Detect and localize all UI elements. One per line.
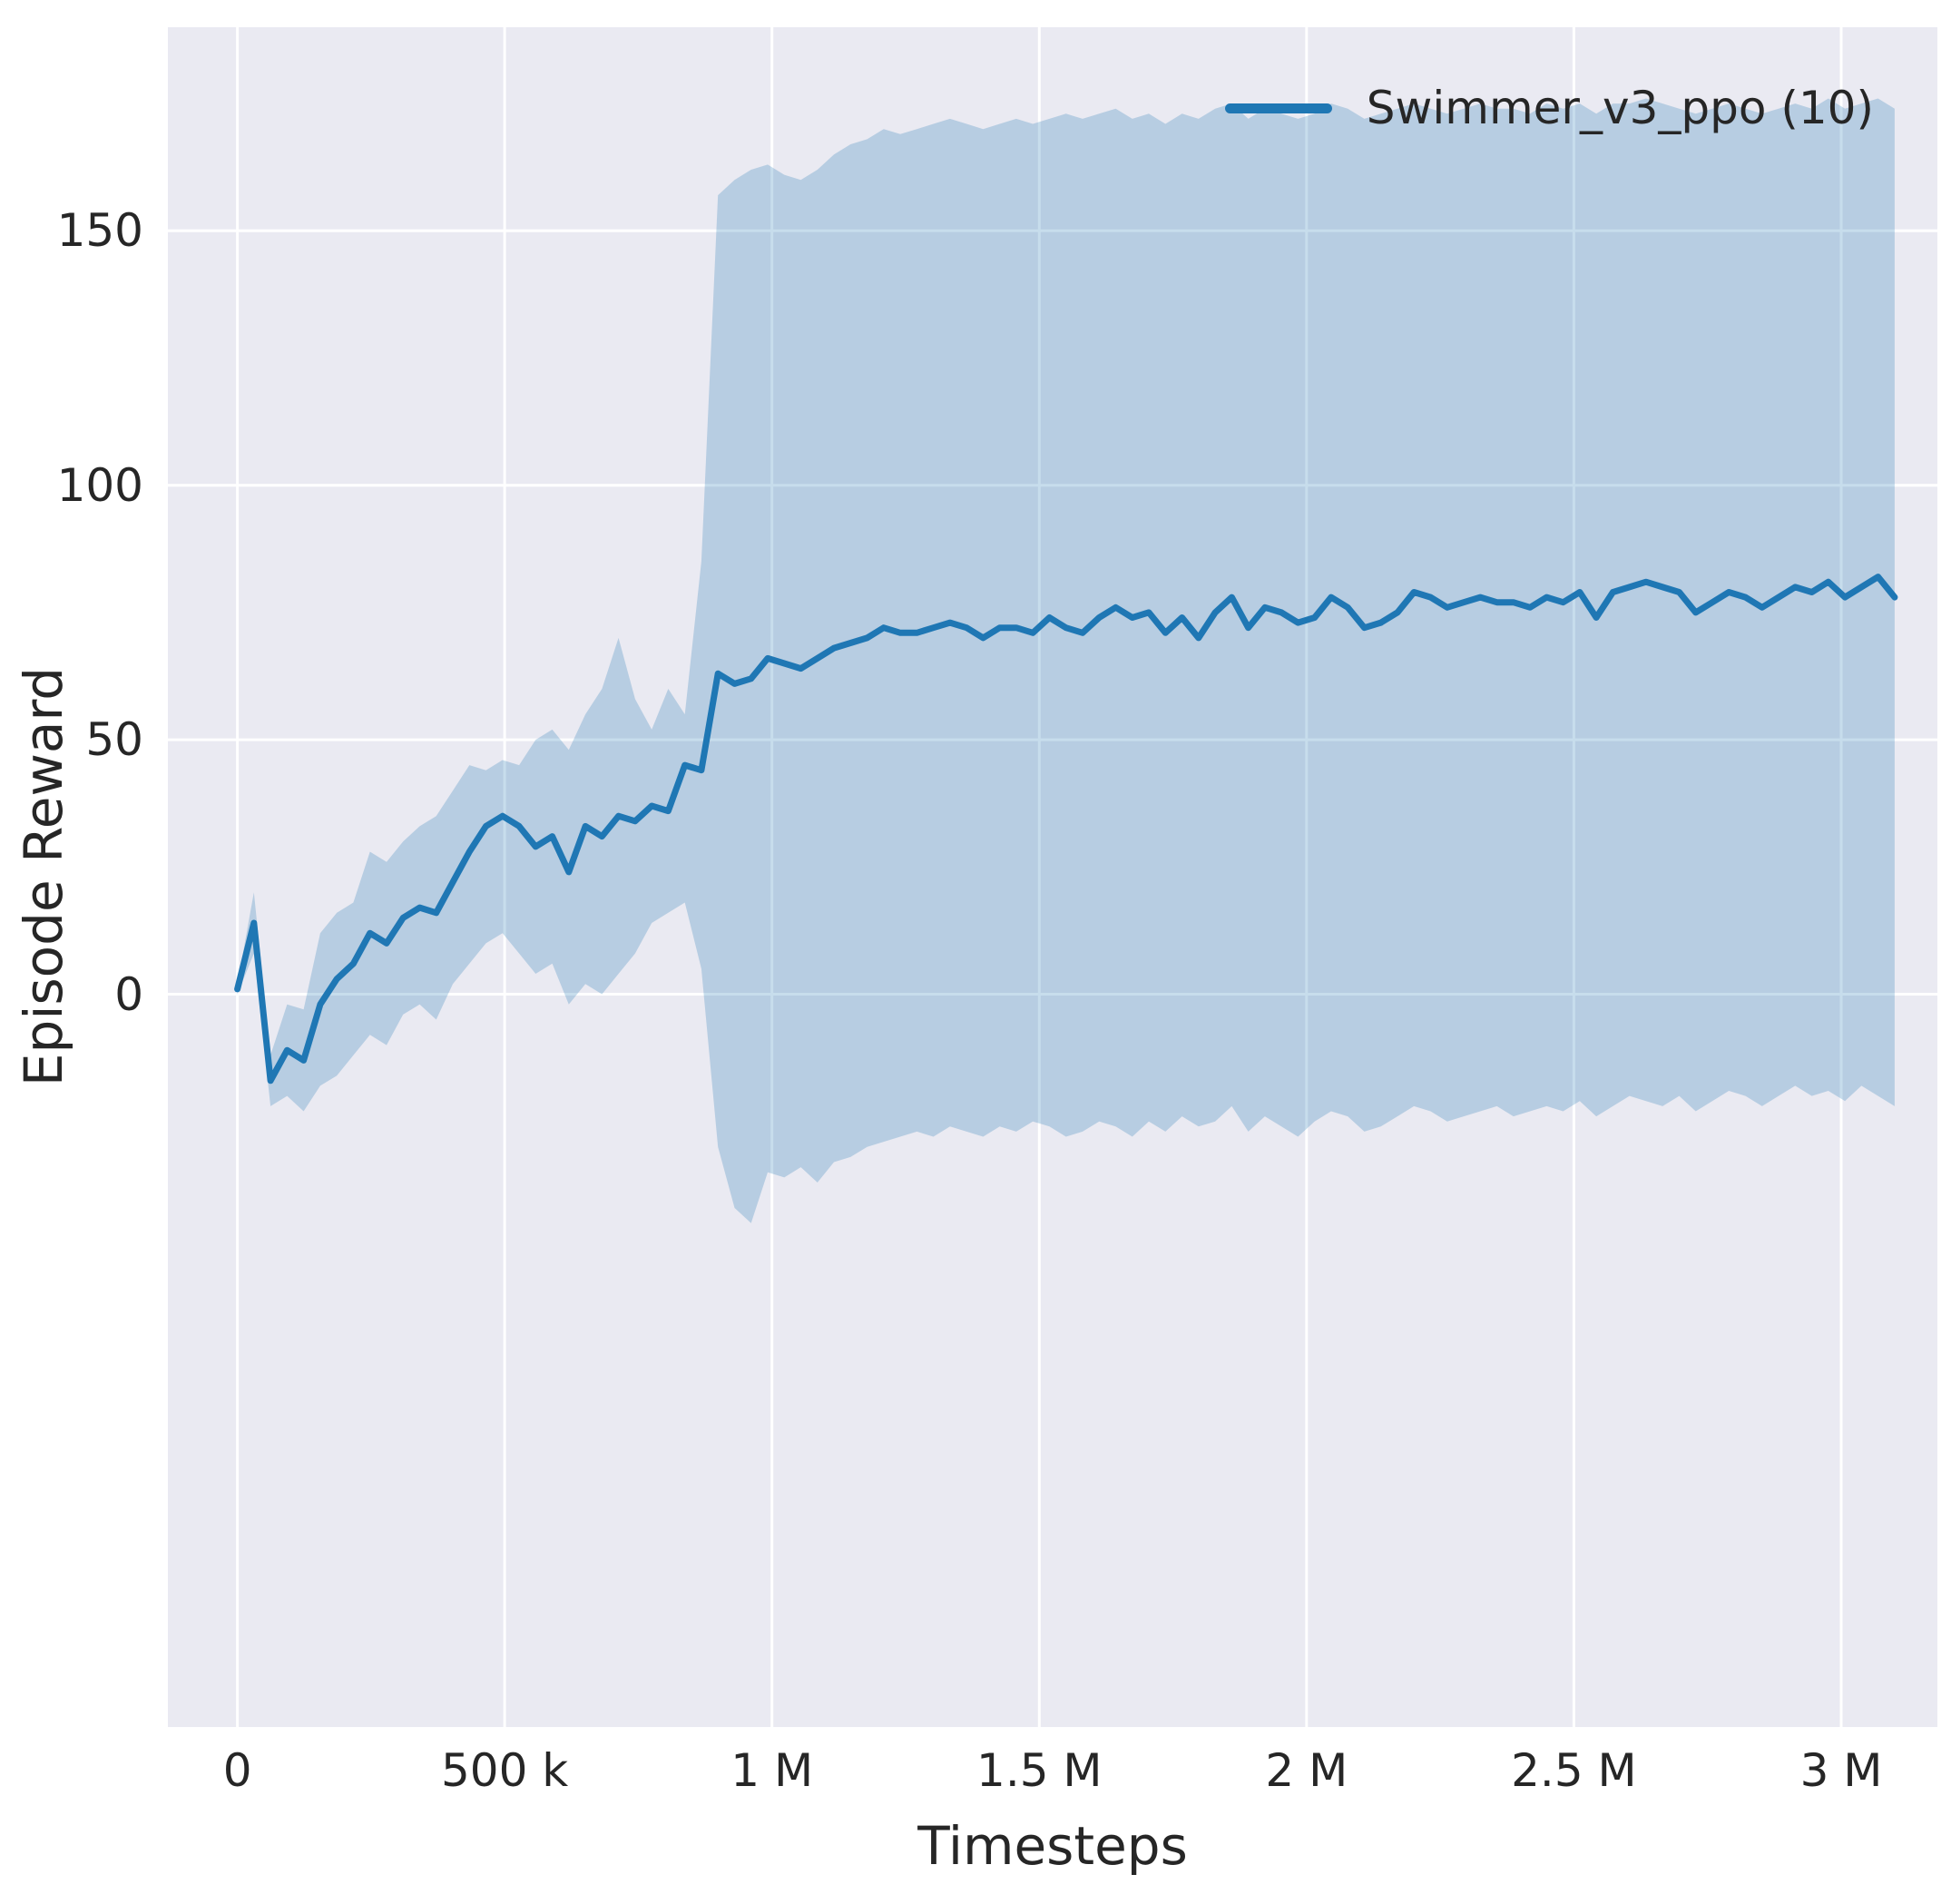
y-tick-label: 150 [56, 204, 143, 258]
y-tick-label: 0 [114, 967, 143, 1021]
mean-line [234, 574, 1898, 1084]
x-axis-label: Timesteps [917, 1815, 1188, 1877]
x-tick-label: 2 M [1265, 1744, 1348, 1797]
x-tick-label: 3 M [1799, 1744, 1883, 1797]
plot-area: Swimmer_v3_ppo (10) [168, 27, 1937, 1727]
x-tick-label: 1.5 M [976, 1744, 1103, 1797]
x-tick-label: 0 [222, 1744, 252, 1797]
legend-label: Swimmer_v3_ppo (10) [1366, 82, 1874, 134]
y-tick-label: 50 [85, 713, 143, 767]
x-tick-label: 2.5 M [1511, 1744, 1637, 1797]
y-axis-label: Episode Reward [13, 666, 74, 1087]
line-chart [168, 27, 1937, 1727]
legend-line-swatch [1224, 103, 1332, 113]
legend: Swimmer_v3_ppo (10) [1224, 82, 1874, 134]
confidence-band [237, 98, 1895, 1223]
x-tick-label: 500 k [440, 1744, 569, 1797]
y-tick-label: 100 [56, 458, 143, 512]
x-tick-label: 1 M [730, 1744, 814, 1797]
